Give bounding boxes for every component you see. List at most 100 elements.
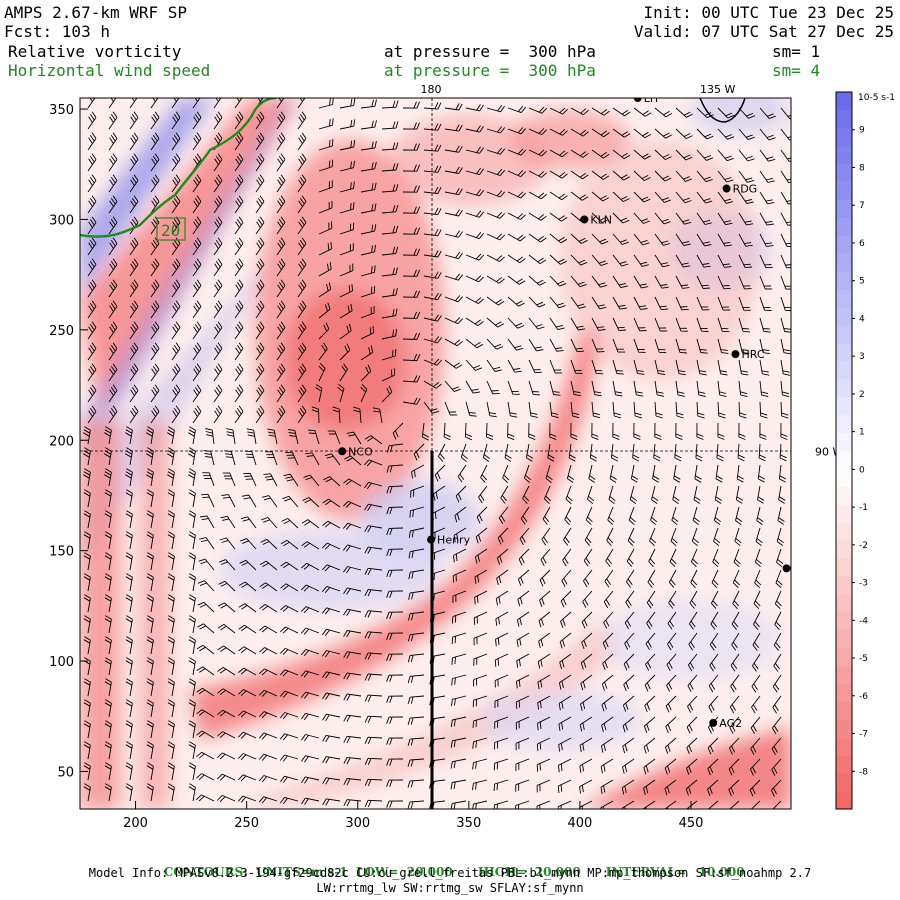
wind-barb xyxy=(507,275,526,285)
wind-barb xyxy=(192,300,202,319)
wind-barb xyxy=(311,406,320,424)
wind-barb xyxy=(585,506,593,526)
wind-barb xyxy=(381,204,399,214)
wind-barb xyxy=(580,674,593,691)
wind-speed-contour xyxy=(80,98,277,238)
wind-barb xyxy=(322,628,341,636)
wind-barb xyxy=(541,527,551,546)
wind-barb xyxy=(780,212,791,226)
colorbar-tick-label: 6 xyxy=(859,239,865,249)
wind-barb xyxy=(558,758,572,773)
wind-barb xyxy=(344,455,362,466)
colorbar-tick-label: -8 xyxy=(859,767,868,777)
wind-barb xyxy=(600,779,614,795)
wind-barb xyxy=(276,321,286,340)
wind-barb xyxy=(171,174,181,193)
wind-barb xyxy=(570,338,585,353)
wind-barb xyxy=(297,98,306,109)
wind-barb xyxy=(665,716,677,734)
wind-barb xyxy=(434,464,446,482)
colorbar-frame xyxy=(835,91,853,810)
wind-barb xyxy=(364,481,383,490)
wind-barb xyxy=(717,128,735,140)
wind-barb xyxy=(104,447,112,466)
wind-barb xyxy=(192,111,202,130)
wind-barb xyxy=(339,98,356,109)
wind-barb xyxy=(507,212,526,220)
wind-barb xyxy=(218,580,236,592)
wind-barb xyxy=(129,342,139,361)
wind-barb xyxy=(171,216,181,235)
wind-barb xyxy=(696,317,709,332)
wind-barb xyxy=(216,794,236,803)
wind-barb xyxy=(450,758,467,769)
wind-barb xyxy=(622,716,635,733)
wind-barb xyxy=(738,149,755,162)
wind-barb xyxy=(108,216,118,235)
wind-barb xyxy=(386,527,404,536)
wind-barb xyxy=(339,283,354,298)
wind-barb xyxy=(774,590,782,610)
wind-barb xyxy=(622,737,635,754)
wind-barb xyxy=(219,537,236,550)
wind-barb xyxy=(423,292,442,301)
wind-barb xyxy=(381,225,399,235)
wind-barb xyxy=(457,464,467,483)
wind-barb xyxy=(667,611,677,630)
wind-barb xyxy=(738,401,747,419)
wind-barb xyxy=(300,648,320,657)
wind-barb xyxy=(297,321,307,340)
wind-barb xyxy=(297,258,307,277)
wind-barb xyxy=(216,752,236,760)
wind-barb xyxy=(486,380,500,395)
wind-barb xyxy=(507,233,526,242)
wind-barb xyxy=(651,485,659,504)
wind-barb xyxy=(125,489,133,508)
wind-barb xyxy=(729,695,740,714)
wind-barb xyxy=(750,800,761,809)
wind-barb xyxy=(276,195,286,214)
wind-barb xyxy=(666,653,677,672)
wind-barb xyxy=(192,98,201,109)
wind-barb xyxy=(108,195,118,214)
colorbar-segment xyxy=(836,325,852,344)
wind-barb xyxy=(549,401,559,419)
wind-barb xyxy=(104,426,112,445)
wind-barb xyxy=(255,321,265,340)
wind-barb xyxy=(218,559,236,571)
wind-barb xyxy=(364,652,383,660)
wind-barb xyxy=(402,353,421,362)
wind-barb xyxy=(474,548,488,564)
wind-barb xyxy=(528,149,548,157)
wind-barb xyxy=(579,779,593,794)
wind-barb xyxy=(381,368,396,382)
wind-barb xyxy=(234,342,244,361)
wind-barb xyxy=(759,359,770,376)
wind-barb xyxy=(243,472,257,487)
wind-barb xyxy=(411,464,425,479)
wind-barb xyxy=(150,132,160,151)
wind-barb xyxy=(83,510,91,529)
wind-barb xyxy=(728,758,740,776)
wind-barb xyxy=(322,650,341,658)
wind-barb xyxy=(754,569,762,589)
wind-barb xyxy=(753,611,761,630)
wind-barb xyxy=(497,527,509,545)
wind-barb xyxy=(125,531,133,550)
wind-barb xyxy=(297,405,307,424)
wind-barb xyxy=(549,170,568,179)
wind-barb xyxy=(301,776,320,784)
wind-barb xyxy=(708,674,719,693)
wind-barb xyxy=(360,224,377,235)
contour-units: UNITS=m s-1 xyxy=(256,865,348,879)
wind-barb xyxy=(221,494,236,508)
wind-barb xyxy=(582,590,593,608)
wind-barb xyxy=(87,237,97,256)
wind-barb xyxy=(570,317,586,331)
wind-barb xyxy=(322,498,341,508)
wind-barb xyxy=(339,222,355,235)
contours-info: CONTOURS: UNITS=m s-1 LOW= 20.000 HIGH= … xyxy=(0,851,900,879)
wind-barb xyxy=(444,317,464,325)
wind-barb xyxy=(772,695,782,714)
wind-barb xyxy=(146,552,154,571)
